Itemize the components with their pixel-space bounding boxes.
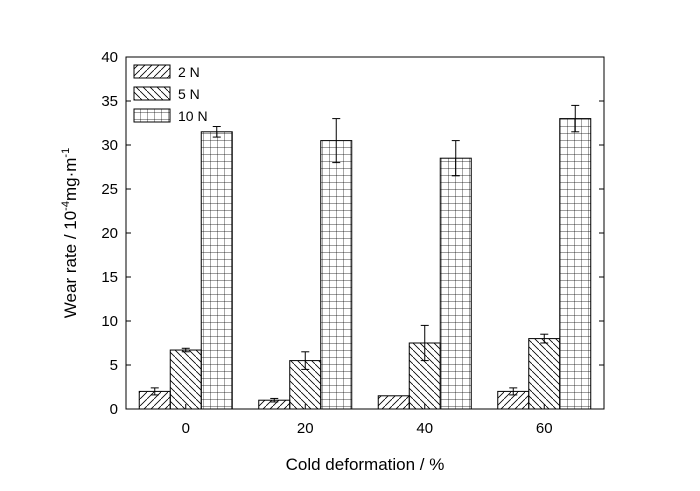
- error-bar: [181, 347, 190, 353]
- y-axis-title-main: Wear rate / 10: [61, 211, 80, 318]
- y-axis-title-exponent: -4: [60, 201, 72, 211]
- axis-layer: 0 5 10 15 20 25 30 35 40 0 20 40 60: [101, 49, 604, 437]
- error-bar: [212, 126, 221, 138]
- y-tick-label: 15: [101, 269, 118, 286]
- x-tick-label: 0: [182, 420, 190, 437]
- legend-label: 5 N: [178, 86, 200, 102]
- bar-10n-0: [200, 131, 233, 410]
- bar-10n-60: [559, 118, 592, 410]
- error-bar: [270, 397, 279, 403]
- legend-swatch: [133, 86, 171, 101]
- legend: 2 N 5 N 10 N: [133, 64, 208, 124]
- x-tick-label: 40: [416, 420, 433, 437]
- bar-5n-0: [169, 349, 202, 410]
- y-tick-label: 40: [101, 49, 118, 66]
- error-bar: [150, 387, 159, 396]
- error-bar: [509, 387, 518, 396]
- y-tick-label: 35: [101, 93, 118, 110]
- y-axis-title: Wear rate / 10-4mg·m-1: [60, 148, 80, 318]
- y-tick-label: 0: [110, 401, 118, 418]
- legend-label: 10 N: [178, 108, 208, 124]
- bar-2n-40: [377, 395, 410, 410]
- bar-10n-20: [320, 140, 353, 410]
- x-axis-title: Cold deformation / %: [286, 455, 445, 474]
- x-tick-label: 20: [297, 420, 314, 437]
- y-tick-label: 30: [101, 137, 118, 154]
- y-tick-label: 20: [101, 225, 118, 242]
- y-tick-label: 25: [101, 181, 118, 198]
- error-bar: [332, 118, 341, 164]
- error-bar: [451, 140, 460, 177]
- y-axis-title-unit-exponent: -1: [60, 148, 72, 158]
- y-tick-label: 10: [101, 313, 118, 330]
- x-tick-label: 60: [536, 420, 553, 437]
- legend-swatch: [133, 108, 171, 123]
- legend-label: 2 N: [178, 64, 200, 80]
- y-axis-title-unit: mg·m: [61, 158, 80, 201]
- error-bar: [420, 324, 429, 362]
- error-bar: [301, 351, 310, 370]
- bars-layer: [138, 104, 592, 410]
- bar-5n-60: [528, 338, 561, 410]
- error-bar: [540, 333, 549, 344]
- y-tick-label: 5: [110, 357, 118, 374]
- bar-10n-40: [439, 157, 472, 410]
- legend-swatch: [133, 64, 171, 79]
- error-bar: [571, 104, 580, 133]
